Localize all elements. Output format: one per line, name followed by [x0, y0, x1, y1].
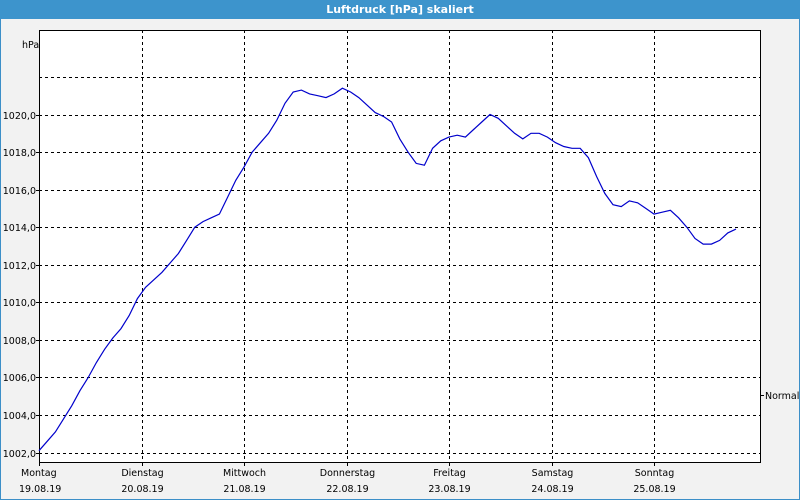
y-tick-label: 1012,0: [3, 261, 36, 272]
chart-title: Luftdruck [hPa] skaliert: [0, 0, 800, 19]
y-tick-label: 1016,0: [3, 186, 36, 197]
series-line-luftdruck: [38, 87, 737, 452]
x-axis: Montag 19.08.19 Dienstag 20.08.19 Mittwoch 21…: [19, 462, 676, 495]
y-tick-label: 1006,0: [3, 373, 36, 384]
y-axis: 1002,0 1004,0 1006,0 1008,0 1010,0 1012,0 1014…: [3, 111, 39, 460]
x-tick-day: Dienstag: [121, 468, 163, 479]
y-tick-label: 1020,0: [3, 111, 36, 122]
grid-lines: [39, 30, 760, 462]
x-tick-date: 20.08.19: [121, 484, 163, 495]
y-tick-label: 1002,0: [3, 449, 36, 460]
x-tick-date: 22.08.19: [326, 484, 368, 495]
y-tick-label: 1008,0: [3, 336, 36, 347]
x-tick-day: Samstag: [532, 468, 574, 479]
y-tick-label: 1004,0: [3, 411, 36, 422]
x-tick-day: Sonntag: [635, 468, 674, 479]
x-tick-date: 24.08.19: [531, 484, 573, 495]
x-tick-day: Mittwoch: [223, 468, 266, 479]
x-tick-date: 19.08.19: [19, 484, 61, 495]
series-group: [38, 87, 737, 452]
x-tick-date: 21.08.19: [223, 484, 265, 495]
x-tick-date: 25.08.19: [633, 484, 675, 495]
x-tick-date: 23.08.19: [428, 484, 470, 495]
x-tick-day: Donnerstag: [320, 468, 375, 479]
x-tick-day: Freitag: [433, 468, 466, 479]
y-tick-label: 1014,0: [3, 223, 36, 234]
normal-label: Normal: [765, 391, 799, 402]
plot-area: [39, 30, 761, 463]
y-tick-label: 1010,0: [3, 298, 36, 309]
x-tick-day: Montag: [21, 468, 57, 479]
y-tick-label: 1018,0: [3, 148, 36, 159]
y-axis-label: hPa: [22, 40, 39, 51]
